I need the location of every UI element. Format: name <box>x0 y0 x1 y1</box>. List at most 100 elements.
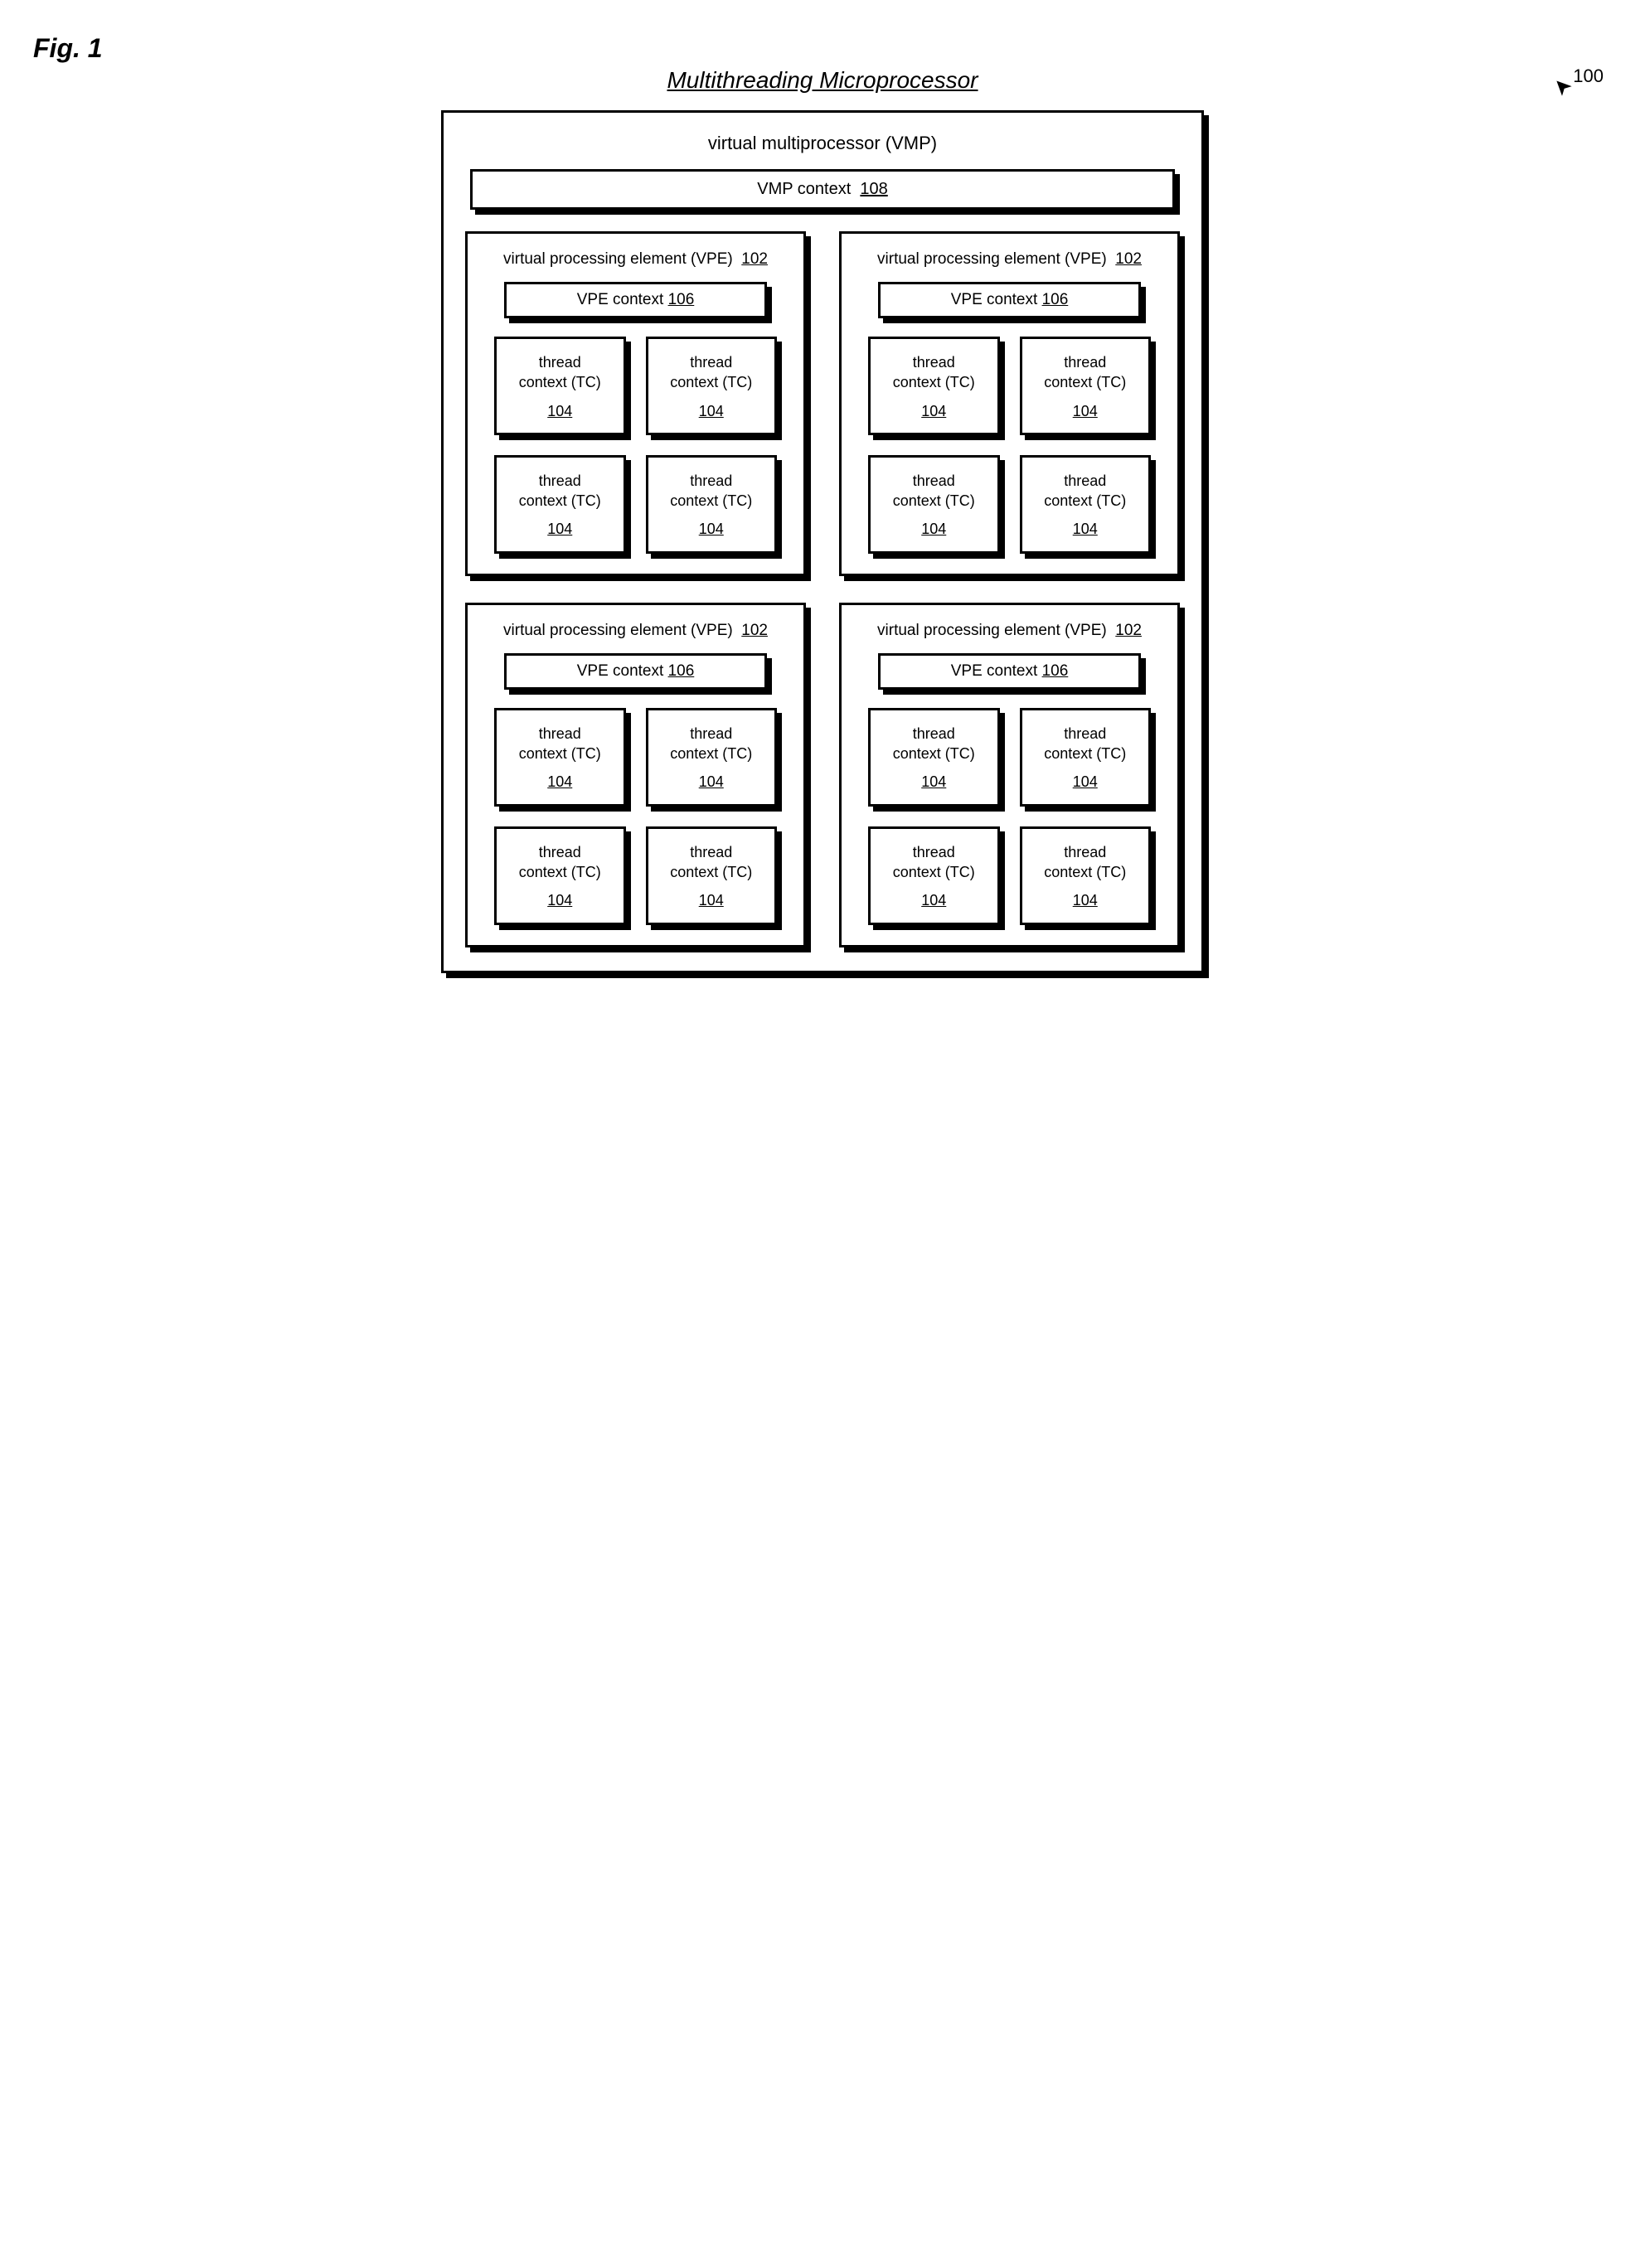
vpe-title-text: virtual processing element (VPE) <box>503 622 733 639</box>
tc-label-line1: thread <box>503 471 617 491</box>
tc-box: threadcontext (TC) 104 <box>646 826 778 925</box>
tc-box: threadcontext (TC) 104 <box>494 826 626 925</box>
tc-ref: 104 <box>1029 401 1143 421</box>
tc-box: threadcontext (TC) 104 <box>1020 826 1152 925</box>
tc-grid: threadcontext (TC)104threadcontext (TC)1… <box>486 708 785 925</box>
vpe-context-label: VPE context <box>577 291 664 308</box>
tc-label-line2: context (TC) <box>1029 744 1143 763</box>
tc-box: threadcontext (TC) 104 <box>646 455 778 554</box>
tc-grid: threadcontext (TC)104threadcontext (TC)1… <box>860 337 1159 554</box>
tc-label-line1: thread <box>1029 842 1143 862</box>
tc-label-line2: context (TC) <box>1029 862 1143 882</box>
tc-label-line2: context (TC) <box>503 491 617 511</box>
vpe-grid: virtual processing element (VPE) 102 VPE … <box>465 231 1180 947</box>
tc-box: threadcontext (TC) 104 <box>868 708 1000 807</box>
tc-label-line2: context (TC) <box>1029 372 1143 392</box>
tc-label-line2: context (TC) <box>877 862 991 882</box>
tc-ref: 104 <box>503 401 617 421</box>
tc-ref: 104 <box>877 519 991 539</box>
vpe-context-label: VPE context <box>951 662 1038 680</box>
tc-label-line2: context (TC) <box>655 372 769 392</box>
header-row: Multithreading Microprocessor ➤100 <box>33 67 1612 94</box>
vpe-context-ref: 106 <box>668 291 695 308</box>
vpe-context-ref: 106 <box>668 662 695 680</box>
tc-label-line2: context (TC) <box>877 744 991 763</box>
tc-ref: 104 <box>655 772 769 792</box>
diagram-title: Multithreading Microprocessor <box>667 67 978 94</box>
vpe-context-box: VPE context 106 <box>504 653 767 690</box>
vmp-box: virtual multiprocessor (VMP) VMP context… <box>441 110 1204 973</box>
vpe-title-text: virtual processing element (VPE) <box>877 250 1107 268</box>
vpe-title-text: virtual processing element (VPE) <box>503 250 733 268</box>
tc-box: threadcontext (TC) 104 <box>494 455 626 554</box>
diagram-ref-callout: ➤100 <box>1553 62 1604 88</box>
tc-ref: 104 <box>503 519 617 539</box>
tc-box: threadcontext (TC) 104 <box>868 337 1000 435</box>
tc-label-line2: context (TC) <box>655 744 769 763</box>
vpe-title-ref: 102 <box>1115 250 1142 268</box>
tc-label-line1: thread <box>877 724 991 744</box>
tc-label-line1: thread <box>655 352 769 372</box>
tc-box: threadcontext (TC) 104 <box>494 708 626 807</box>
tc-ref: 104 <box>503 890 617 910</box>
tc-label-line1: thread <box>503 352 617 372</box>
tc-ref: 104 <box>655 519 769 539</box>
tc-ref: 104 <box>503 772 617 792</box>
vpe-title-text: virtual processing element (VPE) <box>877 622 1107 639</box>
tc-label-line2: context (TC) <box>503 862 617 882</box>
tc-ref: 104 <box>877 401 991 421</box>
tc-box: threadcontext (TC) 104 <box>646 708 778 807</box>
figure-label: Fig. 1 <box>33 33 1612 64</box>
tc-box: threadcontext (TC)104 <box>1020 455 1152 554</box>
vpe-title-ref: 102 <box>1115 622 1142 639</box>
tc-ref: 104 <box>877 772 991 792</box>
tc-label-line1: thread <box>877 842 991 862</box>
diagram-ref-number: 100 <box>1573 65 1604 86</box>
tc-label-line1: thread <box>655 471 769 491</box>
vmp-context-ref: 108 <box>860 180 887 198</box>
tc-label-line2: context (TC) <box>877 372 991 392</box>
tc-label-line1: thread <box>1029 352 1143 372</box>
vmp-context-box: VMP context 108 <box>470 169 1175 210</box>
tc-label-line1: thread <box>877 352 991 372</box>
tc-label-line1: thread <box>503 842 617 862</box>
vpe-box: virtual processing element (VPE) 102 VPE … <box>465 231 806 576</box>
tc-label-line2: context (TC) <box>655 862 769 882</box>
tc-label-line1: thread <box>655 724 769 744</box>
tc-grid: threadcontext (TC)104threadcontext (TC)1… <box>860 708 1159 925</box>
vmp-title: virtual multiprocessor (VMP) <box>465 133 1180 154</box>
tc-label-line2: context (TC) <box>1029 491 1143 511</box>
tc-label-line2: context (TC) <box>503 372 617 392</box>
vpe-context-label: VPE context <box>577 662 664 680</box>
vpe-box: virtual processing element (VPE) 102 VPE … <box>839 603 1180 947</box>
tc-label-line1: thread <box>655 842 769 862</box>
vpe-context-box: VPE context 106 <box>504 282 767 318</box>
vpe-title: virtual processing element (VPE) 102 <box>486 250 785 269</box>
vmp-context-label: VMP context <box>757 180 851 198</box>
tc-label-line1: thread <box>1029 724 1143 744</box>
vpe-title: virtual processing element (VPE) 102 <box>860 622 1159 640</box>
tc-ref: 104 <box>1029 890 1143 910</box>
tc-box: threadcontext (TC) 104 <box>646 337 778 435</box>
vpe-box: virtual processing element (VPE) 102 VPE … <box>839 231 1180 576</box>
tc-grid: threadcontext (TC)104threadcontext (TC)1… <box>486 337 785 554</box>
tc-ref: 104 <box>655 890 769 910</box>
vpe-context-ref: 106 <box>1042 662 1069 680</box>
tc-label-line1: thread <box>503 724 617 744</box>
tc-box: threadcontext (TC) 104 <box>868 826 1000 925</box>
tc-label-line2: context (TC) <box>877 491 991 511</box>
vpe-context-label: VPE context <box>951 291 1038 308</box>
tc-ref: 104 <box>655 401 769 421</box>
tc-label-line2: context (TC) <box>503 744 617 763</box>
vpe-title-ref: 102 <box>741 622 768 639</box>
tc-ref: 104 <box>1029 772 1143 792</box>
vpe-context-box: VPE context 106 <box>878 653 1141 690</box>
tc-box: threadcontext (TC) 104 <box>494 337 626 435</box>
tc-label-line2: context (TC) <box>655 491 769 511</box>
tc-ref: 104 <box>1029 519 1143 539</box>
tc-ref: 104 <box>877 890 991 910</box>
tc-box: threadcontext (TC)104 <box>868 455 1000 554</box>
vpe-context-ref: 106 <box>1042 291 1069 308</box>
vpe-title-ref: 102 <box>741 250 768 268</box>
vpe-title: virtual processing element (VPE) 102 <box>486 622 785 640</box>
